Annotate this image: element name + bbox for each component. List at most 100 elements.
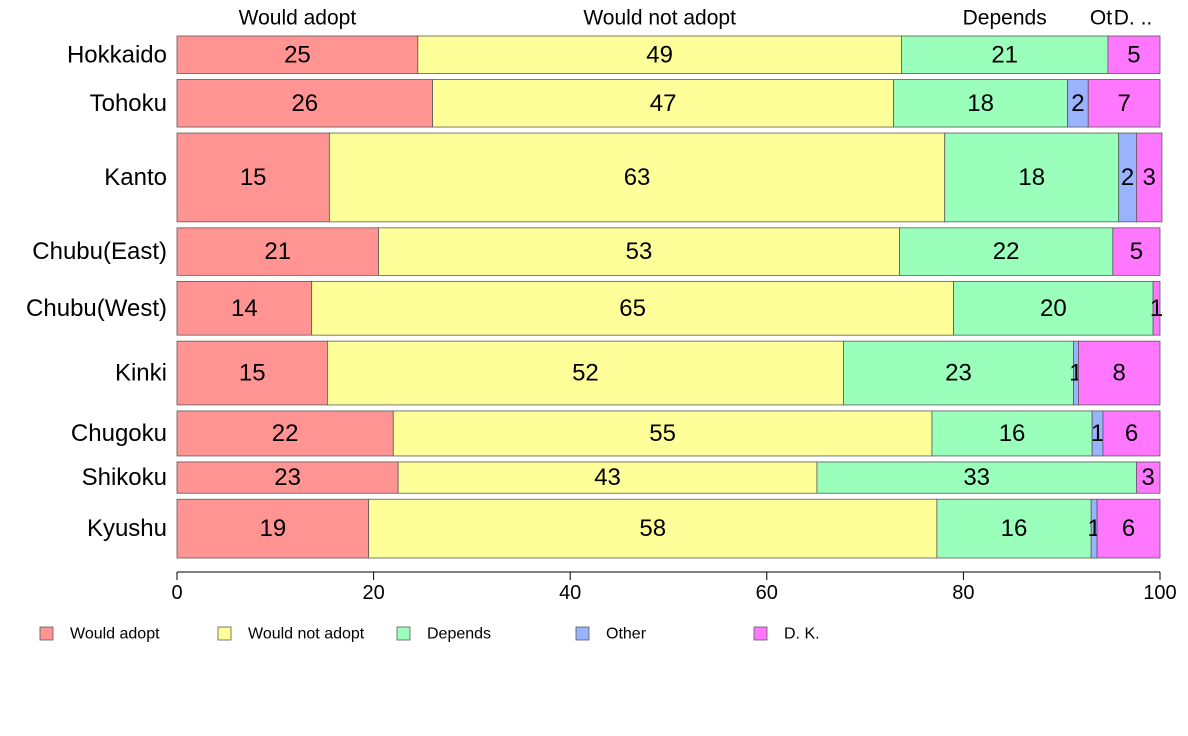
bar-segment-would-not-adopt [326, 340, 844, 406]
region-label-kanto: Kanto [104, 164, 167, 191]
bar-segment-d-k [1136, 132, 1163, 223]
data-label-would-not-adopt: 63 [624, 164, 651, 191]
data-label-would-adopt: 21 [264, 238, 291, 265]
legend-swatch-d-k [753, 626, 768, 641]
x-tick-label: 100 [1143, 582, 1176, 604]
data-label-depends: 21 [991, 41, 1018, 68]
bar-segment-would-adopt [176, 410, 394, 457]
bar-segment-d-k [1102, 410, 1161, 457]
data-label-d-k: 8 [1113, 360, 1126, 387]
x-tick-label: 20 [362, 582, 384, 604]
bar-segment-d-k [1136, 461, 1161, 494]
bar-row-kinki: Kinki 15 52 23 1 8 [115, 340, 1161, 406]
legend: Would adopt Would not adopt Depends Other D.… [39, 626, 820, 643]
region-label-chubu-west: Chubu(West) [26, 295, 167, 322]
bar-segment-depends [931, 410, 1093, 457]
legend-label-would-not-adopt: Would not adopt [248, 626, 365, 643]
region-label-tohoku: Tohoku [90, 90, 167, 117]
data-label-depends: 18 [1018, 164, 1045, 191]
data-label-would-not-adopt: 53 [626, 238, 653, 265]
data-label-other: 2 [1121, 164, 1134, 191]
data-label-would-not-adopt: 52 [572, 360, 599, 387]
legend-label-other: Other [606, 626, 647, 643]
data-label-depends: 23 [945, 360, 972, 387]
data-label-would-not-adopt: 47 [650, 90, 677, 117]
bar-segment-would-adopt [176, 498, 370, 559]
top-label-depends: Depends [963, 7, 1047, 30]
bar-segment-would-adopt [176, 340, 328, 406]
data-label-d-k: 3 [1143, 164, 1156, 191]
data-label-would-not-adopt: 58 [639, 515, 666, 542]
data-label-d-k: 6 [1125, 420, 1138, 447]
bar-segment-would-not-adopt [417, 35, 902, 74]
bar-segment-would-not-adopt [392, 410, 933, 457]
bar-segment-depends [893, 79, 1068, 128]
bar-segment-depends [901, 35, 1109, 74]
data-label-depends: 16 [999, 420, 1026, 447]
data-label-would-adopt: 23 [274, 464, 301, 491]
legend-item-would-adopt: Would adopt [39, 626, 160, 643]
data-label-would-adopt: 22 [272, 420, 299, 447]
top-label-would-not-adopt: Would not adopt [583, 7, 736, 30]
legend-swatch-would-adopt [39, 626, 54, 641]
region-label-chugoku: Chugoku [71, 420, 167, 447]
legend-swatch-other [575, 626, 590, 641]
region-label-chubu-east: Chubu(East) [32, 238, 167, 265]
data-label-would-not-adopt: 55 [649, 420, 676, 447]
data-label-d-k: 6 [1122, 515, 1135, 542]
bar-segment-would-not-adopt [432, 79, 895, 128]
bar-segment-depends [936, 498, 1092, 559]
legend-swatch-would-not-adopt [217, 626, 232, 641]
bar-segment-would-not-adopt [328, 132, 946, 223]
data-label-d-k: 5 [1127, 41, 1140, 68]
bar-segment-would-adopt [176, 280, 313, 336]
bar-segment-d-k [1078, 340, 1161, 406]
x-axis: 0 20 40 60 80 100 [171, 571, 1177, 604]
data-label-d-k: 7 [1117, 90, 1130, 117]
data-label-would-adopt: 25 [284, 41, 311, 68]
bar-row-hokkaido: Hokkaido 25 49 21 5 [67, 35, 1161, 74]
region-label-shikoku: Shikoku [82, 464, 167, 491]
data-label-would-adopt: 15 [239, 360, 266, 387]
data-label-d-k: 5 [1130, 238, 1143, 265]
bar-segment-would-adopt [176, 132, 330, 223]
top-label-d-k: D. .. [1114, 7, 1153, 30]
bar-segment-would-adopt [176, 227, 379, 276]
legend-item-depends: Depends [396, 626, 491, 643]
bar-segment-would-not-adopt [397, 461, 818, 494]
data-label-would-adopt: 14 [231, 295, 258, 322]
top-label-would-adopt: Would adopt [239, 7, 357, 30]
x-tick-label: 60 [756, 582, 778, 604]
data-label-depends: 22 [993, 238, 1020, 265]
bar-segment-depends [816, 461, 1137, 494]
bar-segment-d-k [1087, 79, 1161, 128]
bar-segment-would-not-adopt [311, 280, 954, 336]
x-tick-label: 0 [171, 582, 182, 604]
region-label-kyushu: Kyushu [87, 515, 167, 542]
bar-row-tohoku: Tohoku 26 47 18 2 7 [90, 79, 1161, 128]
data-label-d-k: 1 [1150, 295, 1163, 322]
bar-row-chubu-east: Chubu(East) 21 53 22 5 [32, 227, 1161, 276]
bar-segment-depends [843, 340, 1074, 406]
bar-segment-would-not-adopt [368, 498, 938, 559]
top-category-labels: Would adopt Would not adopt Depends Ot D. .. [239, 7, 1153, 30]
data-label-depends: 16 [1001, 515, 1028, 542]
data-label-would-not-adopt: 65 [619, 295, 646, 322]
data-label-would-adopt: 19 [259, 515, 286, 542]
bar-segment-would-adopt [176, 79, 433, 128]
data-label-other: 2 [1071, 90, 1084, 117]
bar-segment-d-k [1112, 227, 1161, 276]
legend-item-d-k: D. K. [753, 626, 820, 643]
legend-item-other: Other [575, 626, 647, 643]
bar-row-kyushu: Kyushu 19 58 16 1 6 [87, 498, 1161, 559]
bar-segment-would-not-adopt [378, 227, 900, 276]
bar-segment-depends [944, 132, 1120, 223]
top-label-other: Ot [1090, 7, 1112, 30]
data-label-other: 1 [1091, 420, 1104, 447]
data-label-would-not-adopt: 43 [594, 464, 621, 491]
legend-label-would-adopt: Would adopt [70, 626, 160, 643]
legend-label-d-k: D. K. [784, 626, 820, 643]
data-label-would-adopt: 15 [240, 164, 267, 191]
